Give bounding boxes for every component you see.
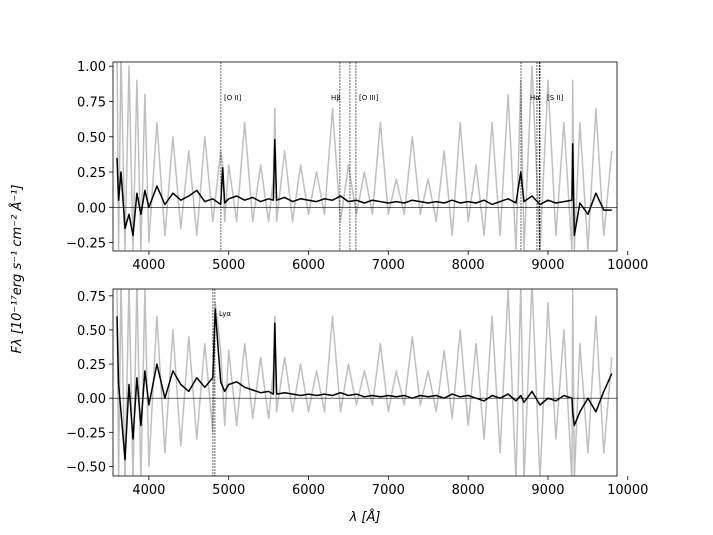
spectrum-line <box>116 308 613 461</box>
y-tick-label: 1.00 <box>77 60 106 75</box>
line-label: [O II] <box>224 94 242 102</box>
x-tick-label: 4000 <box>132 258 165 273</box>
y-tick-label: 0.50 <box>77 131 106 146</box>
x-tick-label: 5000 <box>212 483 245 498</box>
x-tick-label: 6000 <box>292 483 325 498</box>
axes-frame <box>112 288 618 477</box>
x-tick-label: 8000 <box>452 483 485 498</box>
y-axis-label: Fλ [10⁻¹⁷erg s⁻¹ cm⁻² Å⁻¹] <box>9 185 25 354</box>
y-tick-label: 0.00 <box>77 201 106 216</box>
y-tick-label: −0.25 <box>66 237 106 252</box>
x-tick-label: 4000 <box>132 483 165 498</box>
y-tick-label: −0.50 <box>66 460 106 475</box>
x-tick-label: 10000 <box>607 483 648 498</box>
line-label: [O III] <box>359 94 379 102</box>
x-tick-label: 10000 <box>607 258 648 273</box>
spectrum-line <box>116 62 613 251</box>
axes-frame <box>112 61 618 252</box>
y-tick-label: −0.25 <box>66 426 106 441</box>
plot-area <box>113 289 617 476</box>
line-label: [S II] <box>547 94 564 102</box>
line-label: Lyα <box>219 310 231 318</box>
x-axis-label: λ [Å] <box>349 509 381 525</box>
x-tick-label: 9000 <box>531 483 564 498</box>
line-label: Hβ <box>331 94 341 102</box>
x-tick-label: 9000 <box>531 258 564 273</box>
y-tick-label: 0.75 <box>77 95 106 110</box>
spectrum-line <box>116 138 612 237</box>
y-tick-label: 0.50 <box>77 324 106 339</box>
y-tick-label: 0.00 <box>77 392 106 407</box>
x-tick-label: 6000 <box>292 258 325 273</box>
line-label: Hα <box>530 94 540 102</box>
y-tick-label: 0.75 <box>77 290 106 305</box>
y-tick-label: 0.25 <box>77 358 106 373</box>
x-tick-label: 7000 <box>372 258 405 273</box>
spectrum-line <box>116 289 613 476</box>
plot-area <box>113 62 617 251</box>
x-tick-label: 5000 <box>212 258 245 273</box>
x-tick-label: 7000 <box>372 483 405 498</box>
y-tick-label: 0.25 <box>77 166 106 181</box>
x-tick-label: 8000 <box>452 258 485 273</box>
